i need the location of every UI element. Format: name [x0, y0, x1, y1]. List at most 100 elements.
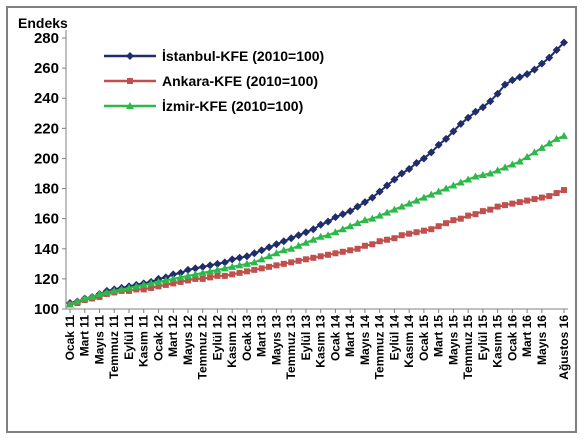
data-point [523, 70, 532, 79]
data-point [183, 265, 192, 274]
data-point [545, 139, 554, 147]
data-point [509, 200, 516, 207]
x-tick-label: Mart 15 [432, 315, 446, 357]
legend-label: İstanbul-KFE (2010=100) [162, 48, 324, 64]
data-point [73, 297, 82, 305]
data-point [96, 293, 103, 300]
data-point [184, 277, 191, 284]
x-tick-label: Eylül 13 [299, 315, 313, 361]
data-point [228, 255, 237, 264]
data-point [523, 152, 532, 160]
data-point [162, 281, 169, 288]
x-tick-label: Ağustos 16 [557, 315, 571, 380]
data-point [537, 59, 546, 68]
x-tick-label: Eylül 14 [387, 315, 401, 361]
data-point [288, 259, 295, 266]
data-point [251, 266, 258, 273]
x-tick-label: Mart 16 [520, 315, 534, 357]
data-point [397, 202, 406, 210]
legend-marker [127, 78, 133, 84]
data-point [302, 256, 309, 263]
data-point [442, 134, 451, 143]
data-point [427, 148, 436, 157]
y-tick-label: 200 [34, 150, 59, 167]
y-tick-label: 120 [34, 271, 59, 288]
data-point [530, 148, 539, 156]
data-point [88, 292, 97, 300]
data-point [552, 46, 561, 55]
data-point [316, 232, 325, 240]
data-point [125, 287, 132, 294]
data-point [346, 222, 355, 230]
data-point [449, 127, 458, 136]
data-point [206, 261, 215, 270]
data-point [243, 268, 250, 275]
x-tick-label: Kasım 11 [137, 315, 151, 367]
data-point [191, 264, 200, 273]
data-point [170, 280, 177, 287]
data-point [80, 294, 89, 302]
data-point [228, 262, 237, 270]
data-point [257, 255, 266, 263]
data-point [331, 213, 340, 222]
data-point [493, 89, 502, 98]
x-tick-label: Mayıs 15 [446, 315, 460, 365]
data-point [220, 264, 229, 272]
y-tick-label: 260 [34, 60, 59, 77]
x-tick-label: Kasım 13 [314, 315, 328, 368]
data-point [324, 231, 333, 239]
data-point [155, 283, 162, 290]
series-1 [67, 187, 567, 308]
x-tick-label: Temmuz 12 [196, 315, 210, 380]
data-point [139, 280, 148, 288]
y-tick-label: 220 [34, 120, 59, 137]
data-point [324, 217, 333, 226]
x-tick-label: Eylül 12 [210, 315, 224, 361]
data-point [487, 206, 494, 213]
data-point [391, 235, 398, 242]
data-point [250, 249, 259, 258]
data-point [338, 210, 347, 219]
data-point [412, 158, 421, 167]
data-point [354, 245, 361, 252]
data-point [398, 232, 405, 239]
x-tick-label: Ocak 12 [151, 315, 165, 361]
data-point [449, 181, 458, 189]
data-point [508, 160, 517, 168]
x-tick-label: Mayıs 14 [358, 315, 372, 365]
legend-marker [126, 52, 134, 60]
x-tick-label: Mart 12 [166, 315, 180, 357]
x-tick-label: Ocak 14 [328, 315, 342, 361]
data-point [316, 220, 325, 229]
data-point [376, 238, 383, 245]
data-point [242, 259, 251, 267]
data-point [338, 225, 347, 233]
data-point [472, 211, 479, 218]
data-point [361, 242, 368, 249]
data-point [169, 270, 178, 279]
x-tick-label: Eylül 15 [476, 315, 490, 361]
data-point [272, 240, 281, 249]
data-point [147, 279, 156, 287]
data-point [132, 282, 141, 290]
legend: İstanbul-KFE (2010=100) Ankara-KFE (2010=… [104, 48, 324, 114]
data-point [471, 172, 480, 180]
data-point [515, 157, 524, 165]
data-point [397, 169, 406, 178]
data-point [235, 261, 244, 269]
data-point [353, 219, 362, 227]
data-point [537, 143, 546, 151]
data-point [301, 228, 310, 237]
y-axis-title: Endeks [18, 15, 68, 31]
data-point [198, 262, 207, 271]
data-point [368, 214, 377, 222]
data-point [546, 193, 553, 200]
y-tick-label: 240 [34, 90, 59, 107]
legend-entry: Ankara-KFE (2010=100) [104, 73, 318, 89]
data-point [310, 254, 317, 261]
legend-label: İzmir-KFE (2010=100) [162, 98, 303, 114]
data-point [325, 251, 332, 258]
data-point [287, 244, 296, 252]
data-point [412, 196, 421, 204]
data-point [552, 134, 561, 142]
